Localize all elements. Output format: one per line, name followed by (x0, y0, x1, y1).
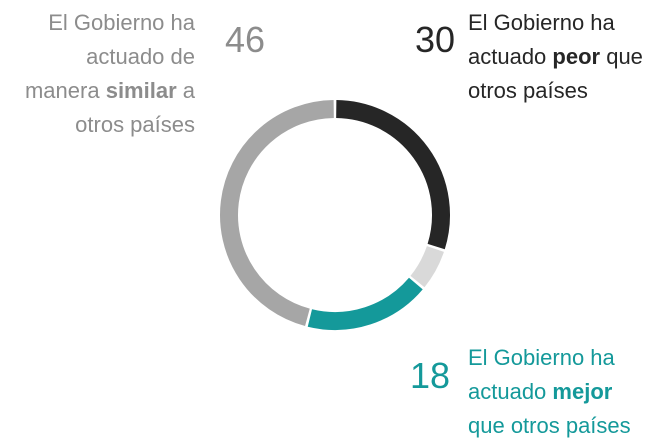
donut-segment (220, 100, 334, 327)
category-label: El Gobierno ha actuado mejor que otros paí… (468, 345, 631, 438)
label-part: otros países (468, 78, 588, 103)
label-part: El Gobierno ha (468, 345, 616, 370)
label-part: actuado de (86, 44, 195, 69)
label-part: que otros países (468, 413, 631, 438)
value-label: 30 (415, 19, 455, 60)
label-part: actuado (468, 379, 552, 404)
donut-segment (335, 100, 450, 250)
label-part: otros países (75, 112, 195, 137)
label-part: que (600, 44, 643, 69)
category-label: El Gobierno ha actuado de manera similar a… (25, 10, 196, 137)
donut-segment (410, 245, 444, 288)
label-part: El Gobierno ha (468, 10, 616, 35)
label-part: peor (552, 44, 600, 69)
label-part: mejor (552, 379, 612, 404)
label-part: similar (106, 78, 177, 103)
label-part: actuado (468, 44, 552, 69)
donut-segment (307, 277, 423, 330)
label-part: El Gobierno ha (48, 10, 196, 35)
category-label: El Gobierno ha actuado peor que otros país… (468, 10, 643, 103)
label-part: a (177, 78, 196, 103)
value-label: 46 (225, 19, 265, 60)
label-part: manera (25, 78, 106, 103)
value-label: 18 (410, 355, 450, 396)
